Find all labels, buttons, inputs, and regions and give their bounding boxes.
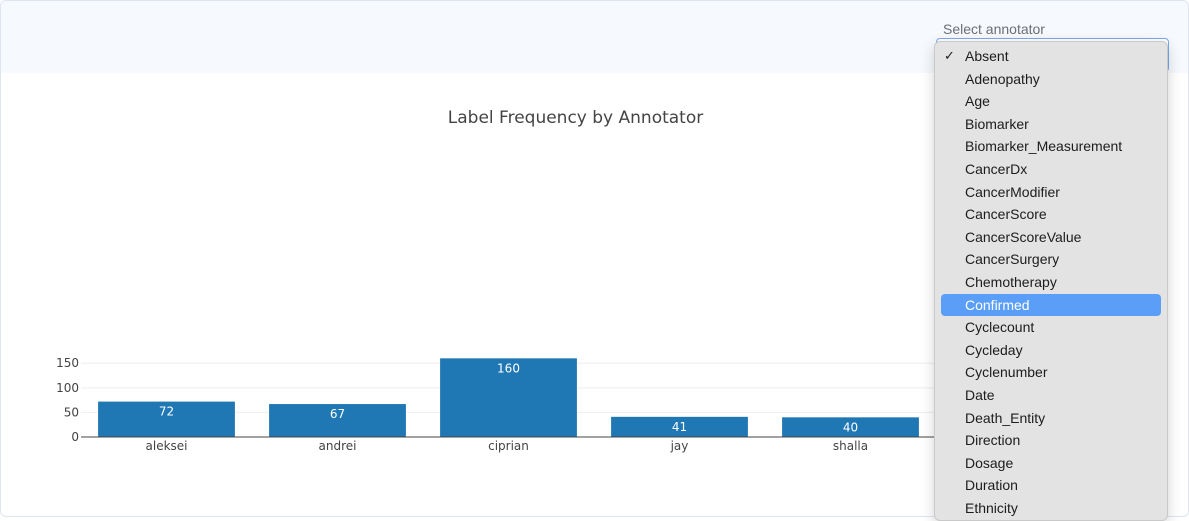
dropdown-option[interactable]: CancerSurgery <box>941 248 1161 271</box>
x-tick-label: andrei <box>319 439 357 453</box>
dropdown-option-label: Confirmed <box>965 296 1030 313</box>
bars: 72 67 160 41 40 <box>98 358 919 437</box>
dropdown-option-label: Cyclenumber <box>965 364 1048 381</box>
dropdown-option[interactable]: Adenopathy <box>941 68 1161 91</box>
dropdown-option[interactable]: Confirmed <box>941 293 1161 317</box>
dropdown-option-label: CancerScore <box>965 206 1047 223</box>
bar-jay[interactable] <box>611 416 748 437</box>
dropdown-option-label: Absent <box>965 48 1009 64</box>
dropdown-option[interactable]: Chemotherapy <box>941 271 1161 294</box>
y-tick-label: 150 <box>56 356 79 370</box>
dropdown-option-label: Biomarker <box>965 115 1029 132</box>
bar-value-label: 40 <box>843 420 858 434</box>
bar-value-label: 160 <box>497 361 520 375</box>
dropdown-option[interactable]: ✓ Absent <box>941 45 1161 68</box>
dropdown-option[interactable]: Age <box>941 90 1161 113</box>
dropdown-option[interactable]: Dosage <box>941 452 1161 475</box>
dropdown-option-label: Death_Entity <box>965 409 1046 426</box>
dropdown-option-label: Direction <box>965 432 1021 449</box>
dropdown-option-label: CancerDx <box>965 160 1028 177</box>
dropdown-option-label: Dosage <box>965 454 1014 471</box>
select-annotator-label: Select annotator <box>943 21 1045 37</box>
dropdown-option[interactable]: Date <box>941 384 1161 407</box>
dropdown-option[interactable]: Biomarker <box>941 113 1161 136</box>
dropdown-option[interactable]: CancerScoreValue <box>941 226 1161 249</box>
bar-ciprian[interactable] <box>440 358 577 437</box>
dropdown-option[interactable]: CancerScore <box>941 203 1161 226</box>
dropdown-option-label: CancerSurgery <box>965 251 1060 268</box>
checkmark-icon: ✓ <box>944 48 955 63</box>
dropdown-option[interactable]: Direction <box>941 429 1161 452</box>
dropdown-option[interactable]: Death_Entity <box>941 407 1161 430</box>
dropdown-option[interactable]: Ethnicity <box>941 497 1161 520</box>
dropdown-option[interactable]: Cycleday <box>941 339 1161 362</box>
axes: 0 50 100 150 aleksei andrei ciprian jay shalla <box>56 356 936 453</box>
dropdown-option[interactable]: CancerDx <box>941 158 1161 181</box>
dropdown-option[interactable]: Biomarker_Measurement <box>941 135 1161 158</box>
dropdown-option[interactable]: CancerModifier <box>941 181 1161 204</box>
dropdown-option-label: Age <box>965 93 990 110</box>
bar-value-label: 67 <box>330 407 345 421</box>
bar-value-label: 72 <box>159 405 174 419</box>
bar-shalla[interactable] <box>782 417 919 437</box>
chart-title: Label Frequency by Annotator <box>448 108 703 128</box>
dropdown-option[interactable]: Cyclecount <box>941 316 1161 339</box>
label-frequency-chart: 72 67 160 41 40 0 50 100 150 aleksei andrei cipria… <box>56 108 936 453</box>
dropdown-option-label: Date <box>965 386 995 403</box>
y-tick-label: 50 <box>64 405 79 419</box>
bar-value-label: 41 <box>672 420 687 434</box>
y-tick-label: 0 <box>71 430 79 444</box>
bar-aleksei[interactable] <box>98 401 235 437</box>
dropdown-option-label: Adenopathy <box>965 70 1040 87</box>
dropdown-option-label: CancerModifier <box>965 183 1060 200</box>
annotator-dropdown-menu: ✓ Absent Adenopathy Age Biomarker Biomarker_M… <box>934 41 1168 521</box>
dropdown-option[interactable]: Cyclenumber <box>941 361 1161 384</box>
dropdown-option-label: Cyclecount <box>965 319 1035 336</box>
dropdown-option-label: Chemotherapy <box>965 273 1057 290</box>
dropdown-option-label: Ethnicity <box>965 499 1018 516</box>
y-tick-label: 100 <box>56 381 79 395</box>
x-tick-label: shalla <box>833 439 868 453</box>
x-tick-label: jay <box>670 439 689 453</box>
dropdown-option-label: Biomarker_Measurement <box>965 138 1123 155</box>
dropdown-option-label: Cycleday <box>965 341 1023 358</box>
dropdown-option-label: Duration <box>965 477 1018 494</box>
dropdown-option-label: CancerScoreValue <box>965 228 1082 245</box>
x-tick-label: ciprian <box>488 439 529 453</box>
bar-andrei[interactable] <box>269 404 406 437</box>
dropdown-option[interactable]: Duration <box>941 474 1161 497</box>
x-tick-label: aleksei <box>146 439 188 453</box>
